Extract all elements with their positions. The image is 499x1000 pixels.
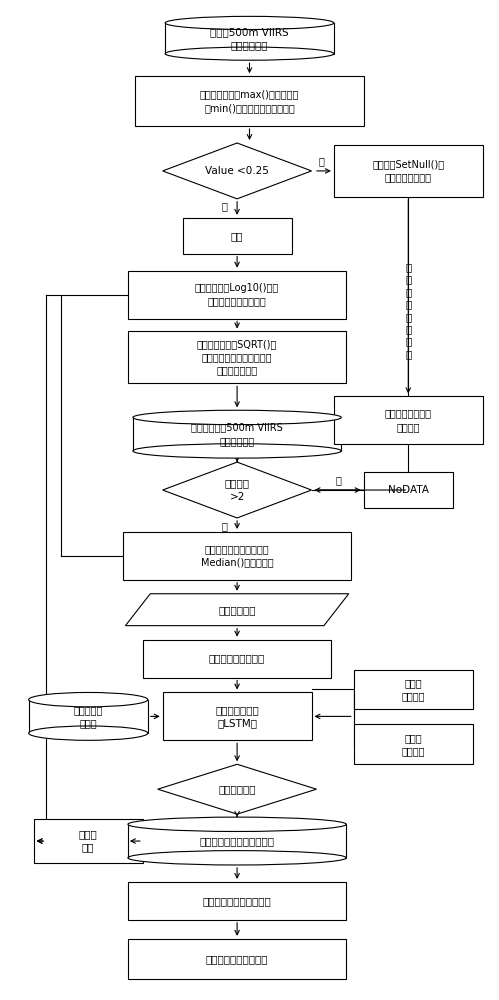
FancyBboxPatch shape	[128, 331, 346, 383]
Text: 月尺度
地表温度: 月尺度 地表温度	[402, 733, 425, 756]
Text: 重构的月尺度500m VIIRS
遥感夜间灯光: 重构的月尺度500m VIIRS 遥感夜间灯光	[191, 423, 283, 446]
FancyBboxPatch shape	[354, 670, 473, 709]
FancyBboxPatch shape	[334, 145, 483, 197]
Ellipse shape	[28, 692, 148, 707]
Text: 是: 是	[221, 521, 227, 531]
FancyBboxPatch shape	[128, 939, 346, 979]
Ellipse shape	[128, 817, 346, 831]
Text: 反函数
变换: 反函数 变换	[79, 829, 98, 853]
FancyBboxPatch shape	[354, 724, 473, 764]
Polygon shape	[128, 824, 346, 858]
Text: 逐年村镇边界及亮度数据集: 逐年村镇边界及亮度数据集	[200, 836, 274, 846]
Text: 训练和验证
数据集: 训练和验证 数据集	[73, 705, 103, 728]
Text: 利用均方根函数SQRT()对
归一化后的数据再次变换，
放大暗目标亮度: 利用均方根函数SQRT()对 归一化后的数据再次变换， 放大暗目标亮度	[197, 339, 277, 376]
FancyBboxPatch shape	[143, 640, 331, 678]
Ellipse shape	[133, 444, 341, 458]
Text: Value <0.25: Value <0.25	[205, 166, 269, 176]
Ellipse shape	[128, 851, 346, 865]
Polygon shape	[125, 594, 349, 626]
Text: 村镇发展状态测度分析: 村镇发展状态测度分析	[206, 954, 268, 964]
Text: 利用函数SetNull()将
对应数值设置为空: 利用函数SetNull()将 对应数值设置为空	[372, 159, 444, 183]
Text: 利用对数函数Log10()对数
据进行变换，并归一化: 利用对数函数Log10()对数 据进行变换，并归一化	[195, 283, 279, 306]
Text: 月尺度
植被指数: 月尺度 植被指数	[402, 678, 425, 701]
Text: 利用最大值函数max()和最小值函
数min()对月尺度数据进行规范: 利用最大值函数max()和最小值函 数min()对月尺度数据进行规范	[200, 90, 299, 113]
Text: 否: 否	[221, 201, 227, 211]
Text: 所有年份同理: 所有年份同理	[219, 605, 256, 615]
Polygon shape	[163, 143, 311, 199]
Ellipse shape	[28, 726, 148, 740]
Polygon shape	[28, 700, 148, 733]
Text: 长短期记忆网络
（LSTM）: 长短期记忆网络 （LSTM）	[215, 705, 259, 728]
Text: 村镇边界阈值: 村镇边界阈值	[219, 784, 256, 794]
FancyBboxPatch shape	[128, 271, 346, 319]
Polygon shape	[158, 764, 316, 814]
Text: 是: 是	[318, 156, 324, 166]
FancyBboxPatch shape	[364, 472, 453, 508]
FancyBboxPatch shape	[123, 532, 351, 580]
Polygon shape	[163, 462, 311, 518]
Text: 月尺度500m VIIRS
遥感夜间灯光: 月尺度500m VIIRS 遥感夜间灯光	[210, 27, 289, 50]
FancyBboxPatch shape	[135, 76, 364, 126]
Text: 原值: 原值	[231, 231, 244, 241]
Polygon shape	[165, 23, 334, 54]
FancyBboxPatch shape	[33, 819, 143, 863]
Text: 逐年年灯光数据产品: 逐年年灯光数据产品	[209, 654, 265, 664]
Text: NoDATA: NoDATA	[388, 485, 429, 495]
Text: 格局分析与趋势分析方法: 格局分析与趋势分析方法	[203, 896, 271, 906]
Text: 年内逐栅格月有效
数值数目: 年内逐栅格月有效 数值数目	[385, 409, 432, 432]
Ellipse shape	[165, 16, 334, 30]
Text: 如
果
为
空
则
不
统
计: 如 果 为 空 则 不 统 计	[405, 262, 411, 359]
Polygon shape	[133, 417, 341, 451]
Text: 有效数目
>2: 有效数目 >2	[225, 478, 250, 502]
FancyBboxPatch shape	[183, 218, 292, 254]
FancyBboxPatch shape	[334, 396, 483, 444]
FancyBboxPatch shape	[163, 692, 311, 740]
FancyBboxPatch shape	[128, 882, 346, 920]
Text: 基于月数据和中位数函数
Median()派生年数据: 基于月数据和中位数函数 Median()派生年数据	[201, 544, 273, 567]
Ellipse shape	[165, 47, 334, 60]
Text: 否: 否	[336, 475, 342, 485]
Ellipse shape	[133, 410, 341, 425]
